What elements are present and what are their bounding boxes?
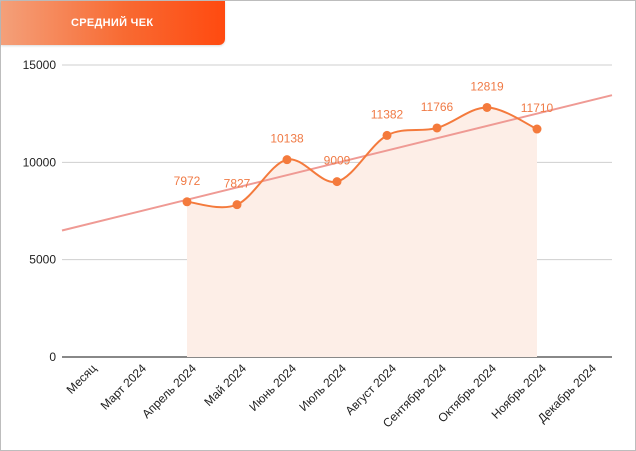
- data-point: [182, 197, 192, 207]
- chart-title: СРЕДНИЙ ЧЕК: [71, 17, 154, 29]
- data-label: 11766: [421, 100, 454, 114]
- x-tick-label: Июнь 2024: [246, 361, 299, 414]
- series-area: [187, 107, 537, 357]
- y-tick-label: 5000: [29, 253, 56, 267]
- x-tick-label: Апрель 2024: [139, 361, 199, 421]
- data-label: 9009: [324, 154, 351, 168]
- x-tick-label: Июль 2024: [296, 361, 349, 414]
- data-point: [532, 124, 542, 134]
- data-point: [432, 123, 442, 133]
- series-line: [186, 106, 538, 209]
- trendline: [61, 94, 613, 232]
- x-tick-label: Месяц: [64, 361, 100, 397]
- x-tick-label: Март 2024: [98, 361, 150, 413]
- data-point: [232, 200, 242, 210]
- data-label: 11710: [521, 101, 554, 115]
- data-label: 10138: [270, 132, 304, 146]
- y-tick-label: 15000: [23, 58, 57, 72]
- data-label: 7972: [174, 174, 201, 188]
- data-label: 7827: [224, 177, 251, 191]
- data-point: [382, 130, 392, 140]
- data-label: 12819: [470, 79, 504, 93]
- y-tick-label: 0: [49, 350, 56, 364]
- data-point: [332, 177, 342, 187]
- data-point: [482, 102, 492, 112]
- x-tick-label: Май 2024: [201, 361, 249, 409]
- data-point: [282, 155, 292, 165]
- chart-title-tab: СРЕДНИЙ ЧЕК: [1, 1, 225, 45]
- y-tick-label: 10000: [23, 155, 57, 169]
- data-label: 11382: [371, 107, 404, 121]
